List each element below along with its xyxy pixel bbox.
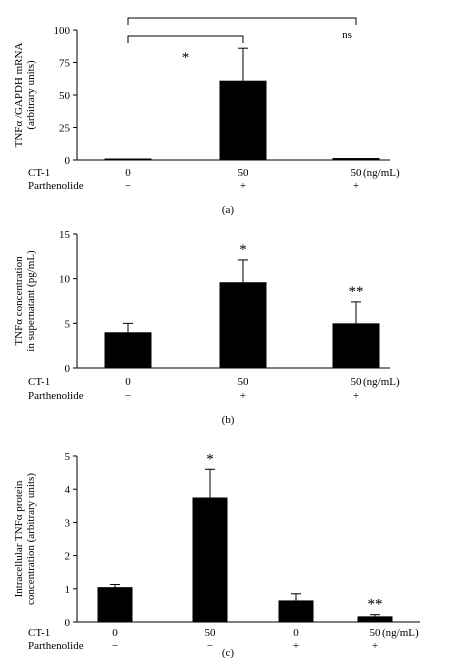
y-tick-label: 4 [65, 484, 71, 496]
unit-label: (ng/mL) [363, 376, 400, 388]
y-tick-label: 25 [59, 123, 71, 135]
y-tick-label: 1 [65, 584, 71, 596]
y-tick-label: 50 [59, 90, 71, 102]
y-tick-label: 0 [65, 363, 71, 375]
condition-label: CT-1 [28, 376, 50, 388]
condition-value: 50 [205, 627, 217, 639]
condition-value: + [353, 180, 359, 192]
chart-panel-c: 0 1 2 3 4 5 Intracellular TNFα protein concentr… [13, 451, 420, 659]
y-tick-label: 100 [54, 25, 71, 37]
condition-value: + [293, 640, 299, 652]
condition-value: 50 [238, 376, 250, 388]
y-axis-label: TNFα concentration [13, 256, 25, 346]
condition-label: Parthenolide [28, 390, 84, 402]
y-axis-label: concentration (arbitrary units) [25, 473, 37, 605]
significance-marker: ** [349, 284, 364, 300]
y-tick-label: 5 [65, 451, 71, 463]
significance-marker: ** [368, 597, 383, 613]
y-tick-label: 0 [65, 617, 71, 629]
significance-bracket [127, 35, 244, 43]
condition-label: CT-1 [28, 167, 50, 179]
chart-panel-b: 0 5 10 15 TNFα concentration in supernatant (… [13, 229, 400, 426]
unit-label: (ng/mL) [382, 627, 419, 639]
bar [219, 282, 267, 368]
bracket-label: * [182, 50, 190, 66]
condition-label: CT-1 [28, 627, 50, 639]
y-axis-label: (arbitrary units) [25, 60, 37, 130]
y-axis-label: TNFα /GAPDH mRNA [13, 43, 25, 148]
bar [104, 332, 152, 368]
condition-value: − [125, 390, 131, 402]
y-tick-label: 5 [65, 318, 71, 330]
y-tick-label: 10 [59, 274, 71, 286]
condition-value: + [240, 180, 246, 192]
bar [192, 497, 228, 622]
panel-label: (a) [222, 204, 235, 216]
y-tick-label: 15 [59, 229, 71, 241]
bar [104, 158, 152, 160]
y-tick-label: 0 [65, 155, 71, 167]
y-axis-label: Intracellular TNFα protein [13, 480, 25, 597]
condition-value: 50 [238, 167, 250, 179]
significance-marker: * [239, 242, 247, 258]
condition-value: 0 [125, 376, 131, 388]
bar [278, 600, 314, 622]
condition-value: − [112, 640, 118, 652]
panel-label: (b) [222, 414, 235, 426]
condition-value: 0 [112, 627, 118, 639]
panel-label: (c) [222, 647, 235, 659]
y-tick-label: 75 [59, 58, 71, 70]
y-axis-label: in supernatant (pg/mL) [25, 250, 37, 352]
bar [332, 158, 380, 160]
y-tick-label: 3 [65, 517, 71, 529]
condition-value: + [372, 640, 378, 652]
condition-value: 50 [351, 167, 363, 179]
bracket-label: ns [342, 29, 352, 41]
chart-panel-a: 0 25 50 75 100 TNFα /GAPDH mRNA (arbitrary uni… [13, 17, 400, 216]
condition-value: 50 [351, 376, 363, 388]
condition-value: − [207, 640, 213, 652]
condition-value: + [240, 390, 246, 402]
condition-value: 50 [370, 627, 382, 639]
condition-value: 0 [125, 167, 131, 179]
unit-label: (ng/mL) [363, 167, 400, 179]
condition-label: Parthenolide [28, 640, 84, 652]
condition-value: 0 [293, 627, 299, 639]
condition-label: Parthenolide [28, 180, 84, 192]
condition-value: − [125, 180, 131, 192]
bar [97, 587, 133, 622]
bar [219, 80, 267, 160]
significance-marker: * [206, 451, 214, 467]
bar [357, 616, 393, 622]
significance-bracket [127, 17, 357, 25]
condition-value: + [353, 390, 359, 402]
y-tick-label: 2 [65, 551, 71, 563]
bar [332, 323, 380, 368]
